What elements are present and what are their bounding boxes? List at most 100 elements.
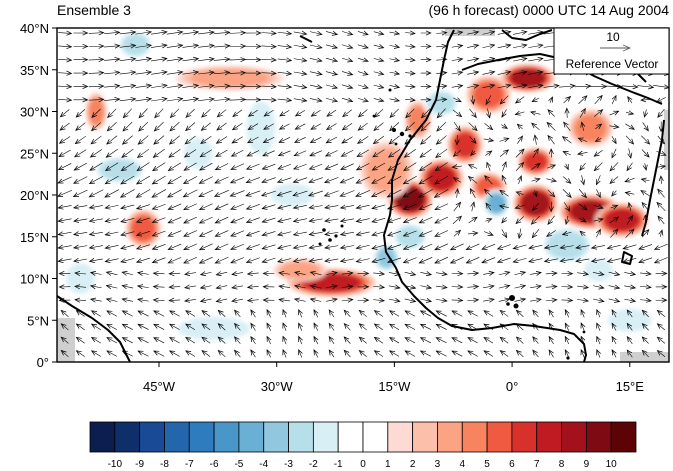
wind-vector — [151, 32, 167, 34]
colorbar-tick-label: -9 — [135, 459, 144, 470]
wind-vector — [482, 85, 494, 88]
anomaly-blob — [100, 159, 140, 181]
wind-vector — [108, 108, 117, 118]
wind-vector — [137, 244, 150, 249]
wind-vector — [528, 72, 543, 74]
wind-vector — [327, 109, 337, 116]
wind-vector — [656, 150, 665, 155]
colorbar-tick-label: 1 — [385, 459, 391, 470]
anomaly-blob — [122, 34, 149, 56]
wind-vector — [202, 109, 211, 117]
wind-vector — [182, 85, 198, 87]
wind-vector — [261, 59, 276, 60]
wind-vector — [232, 272, 243, 274]
wind-vector — [107, 135, 118, 144]
wind-vector — [215, 176, 229, 183]
wind-vector — [88, 86, 104, 87]
wind-vector — [170, 311, 180, 317]
wind-vector — [357, 58, 368, 61]
wind-vector — [579, 218, 586, 222]
wind-vector — [283, 310, 286, 318]
wind-vector — [74, 246, 88, 248]
wind-vector — [468, 122, 477, 131]
wind-vector — [467, 273, 478, 274]
wind-vector — [342, 122, 353, 130]
lon-tick-label: 15°E — [616, 379, 645, 394]
wind-vector — [565, 337, 568, 345]
wind-vector — [403, 189, 418, 198]
wind-vector — [625, 135, 633, 144]
wind-vector — [309, 85, 322, 88]
wind-vector — [436, 311, 447, 317]
colorbar-swatch — [486, 421, 513, 453]
wind-vector — [231, 257, 245, 262]
colorbar-tick-label: 8 — [559, 459, 565, 470]
wind-vector — [626, 216, 633, 225]
colorbar-swatch — [238, 421, 265, 453]
wind-vector — [263, 150, 275, 156]
wind-vector — [531, 112, 541, 114]
wind-vector — [658, 216, 665, 225]
wind-vector — [530, 286, 541, 288]
wind-vector — [625, 192, 635, 194]
wind-vector — [200, 203, 213, 210]
wind-vector — [341, 205, 355, 208]
wind-vector — [528, 85, 543, 87]
wind-vector — [483, 231, 493, 235]
wind-vector — [467, 300, 478, 301]
wind-vector — [119, 99, 136, 101]
wind-vector — [390, 351, 400, 357]
anomaly-blob — [396, 226, 424, 248]
wind-vector — [657, 324, 666, 331]
wind-vector — [457, 189, 458, 198]
wind-vector — [325, 45, 337, 48]
wind-vector — [170, 351, 180, 357]
longitude-axis: 45°W 30°W 15°W 0° 15°E — [143, 362, 644, 394]
wind-vector — [531, 164, 540, 170]
wind-vector — [483, 273, 494, 275]
wind-vector — [74, 162, 87, 170]
wind-vector — [642, 350, 649, 358]
wind-vector — [277, 72, 292, 74]
wind-vector — [435, 189, 449, 197]
wind-vector — [419, 257, 433, 263]
wind-vector — [563, 137, 572, 144]
wind-vector — [122, 338, 133, 344]
wind-vector — [106, 148, 118, 157]
wind-vector — [138, 324, 149, 330]
colorbar-swatch — [114, 421, 141, 453]
wind-vector — [658, 108, 665, 117]
wind-vector — [502, 109, 507, 117]
wind-vector — [436, 46, 446, 47]
wind-vector — [136, 189, 151, 197]
wind-vector — [645, 163, 647, 170]
wind-vector — [610, 176, 619, 183]
wind-vector — [627, 350, 633, 358]
wind-vector — [469, 108, 476, 118]
wind-vector — [421, 135, 432, 145]
wind-vector — [497, 85, 511, 88]
wind-vector — [151, 99, 167, 101]
wind-vector — [152, 189, 167, 197]
wind-vector — [310, 272, 322, 275]
wind-vector — [341, 85, 353, 88]
wind-vector — [154, 135, 165, 145]
wind-vector — [657, 337, 666, 344]
wind-vector — [467, 286, 478, 287]
wind-vector — [59, 163, 72, 169]
wind-vector — [309, 163, 323, 169]
wind-vector — [309, 32, 322, 35]
wind-vector — [169, 287, 181, 288]
wind-vector — [231, 243, 245, 249]
wind-vector — [341, 71, 353, 74]
wind-vector — [532, 202, 540, 210]
wind-vector — [549, 337, 553, 345]
wind-vector — [436, 135, 447, 145]
wind-vector — [341, 163, 354, 170]
wind-vector — [373, 85, 384, 88]
colorbar-tick-label: 3 — [435, 459, 441, 470]
reference-vector-magnitude: 10 — [606, 30, 620, 44]
wind-vector — [566, 163, 569, 170]
wind-vector — [372, 244, 386, 249]
wind-vector — [329, 337, 335, 345]
